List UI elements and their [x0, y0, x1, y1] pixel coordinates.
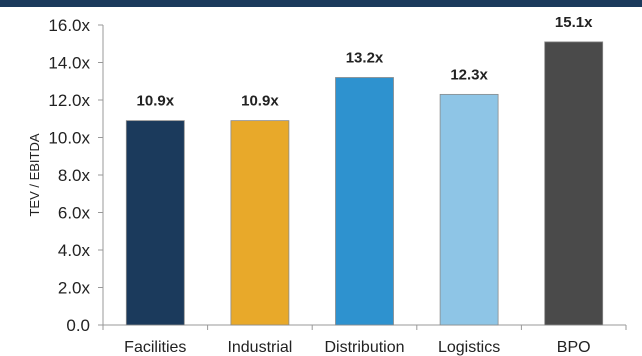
bar-distribution — [335, 77, 394, 326]
y-tick-label: 8.0x — [58, 166, 91, 185]
y-tick-label: 4.0x — [58, 241, 91, 260]
y-tick-label: 16.0x — [48, 16, 90, 35]
bar-facilities — [125, 120, 185, 326]
y-tick-label: 10.0x — [48, 129, 90, 148]
bar-industrial — [230, 120, 290, 326]
data-label: 12.3x — [450, 66, 488, 83]
bar-bpo — [544, 41, 604, 326]
data-label: 10.9x — [137, 93, 175, 110]
y-tick-label: 0.0 — [66, 316, 90, 335]
data-label: 13.2x — [346, 50, 384, 67]
category-label: Industrial — [227, 339, 292, 356]
y-tick-label: 6.0x — [58, 204, 91, 223]
y-tick-label: 12.0x — [48, 91, 90, 110]
data-label: 10.9x — [241, 93, 279, 110]
category-label: Distribution — [324, 339, 404, 356]
data-label: 15.1x — [555, 14, 593, 31]
y-axis-title: TEV / EBITDA — [27, 133, 42, 216]
category-label: Logistics — [438, 339, 500, 356]
category-label: Facilities — [124, 339, 186, 356]
y-tick-label: 2.0x — [58, 279, 91, 298]
category-label: BPO — [557, 339, 591, 356]
header-rule — [0, 0, 642, 7]
y-tick-label: 14.0x — [48, 54, 90, 73]
plot-area: 0.0 2.0x 4.0x 6.0x 8.0x 10.0x 12.0x 14.0x 16.0x 1… — [48, 14, 627, 356]
bar-logistics — [439, 93, 499, 326]
